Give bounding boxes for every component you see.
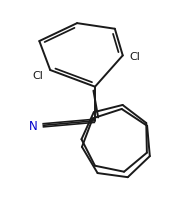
Text: Cl: Cl	[33, 71, 44, 81]
Text: Cl: Cl	[130, 51, 141, 61]
Text: N: N	[29, 119, 38, 132]
